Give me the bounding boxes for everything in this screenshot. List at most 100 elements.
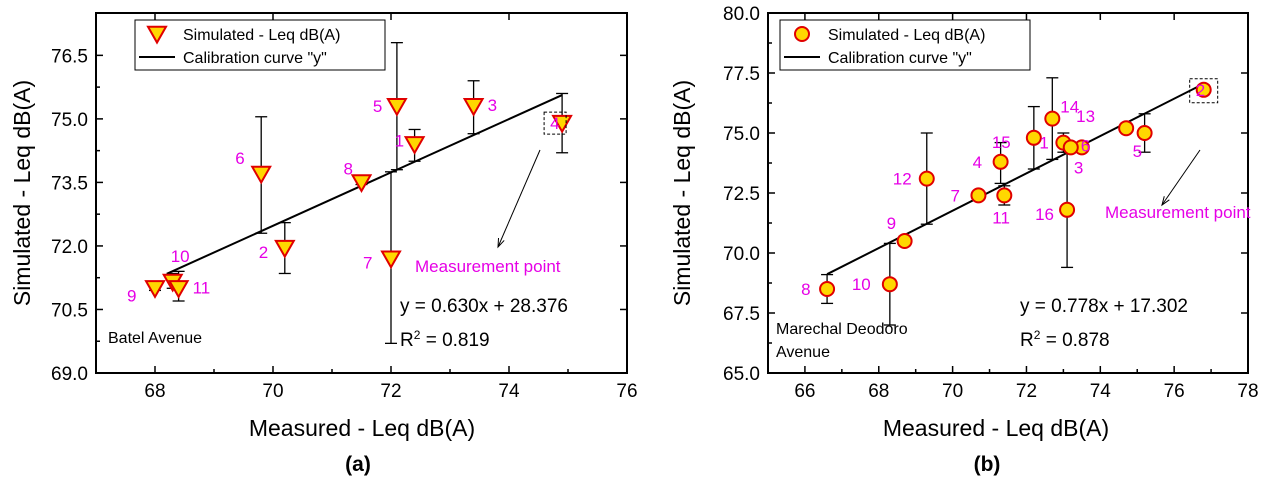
data-point-marker (896, 233, 913, 249)
y-tick-label: 70.5 (51, 300, 88, 321)
y-tick-label: 80.0 (723, 4, 760, 25)
x-axis-title: Measured - Leq dB(A) (249, 415, 475, 441)
data-point-label: 10 (852, 275, 871, 294)
data-point-label: 6 (1081, 136, 1090, 155)
data-point-marker (144, 280, 166, 299)
data-point-marker (462, 97, 485, 117)
x-tick-label: 78 (1237, 381, 1258, 402)
r-squared: R2 = 0.878 (1020, 328, 1110, 351)
data-point-marker (1136, 125, 1153, 141)
y-tick-label: 75.0 (723, 124, 760, 145)
x-tick-label: 68 (868, 381, 889, 402)
annotation-arrow-head (497, 237, 505, 249)
chart-panel-a: 68 70 72 74 7669.070.572.073.575.076.5Measur… (9, 12, 638, 476)
data-point-marker (918, 170, 935, 187)
legend-fit-label: Calibration curve "y" (828, 50, 972, 67)
measurement-point-annotation: Measurement point (1105, 203, 1251, 222)
data-point-marker (992, 153, 1009, 170)
data-point-label: 4 (973, 153, 982, 172)
x-tick-label: 76 (1164, 381, 1185, 402)
data-point-label: 9 (887, 214, 896, 233)
data-point-label: 8 (344, 159, 353, 178)
data-point-label: 11 (193, 278, 211, 297)
x-axis-title: Measured - Leq dB(A) (883, 415, 1109, 441)
data-point-marker (1059, 201, 1076, 218)
data-point-label: 7 (950, 186, 959, 205)
data-point-label: 2 (1196, 81, 1205, 100)
data-point-marker (250, 165, 272, 185)
annotation-arrow-head (1161, 196, 1170, 207)
panel-label: (b) (974, 453, 1001, 476)
y-tick-label: 70.0 (723, 244, 760, 265)
data-point-marker (380, 250, 402, 270)
x-tick-label: 66 (794, 381, 815, 402)
y-axis-title: Simulated - Leq dB(A) (9, 80, 35, 306)
data-point-label: 3 (1074, 158, 1083, 177)
location-label: Avenue (776, 344, 830, 361)
y-tick-label: 72.5 (723, 184, 760, 205)
y-tick-label: 72.0 (51, 237, 88, 258)
legend-fit-label: Calibration curve "y" (183, 50, 327, 67)
data-point-label: 11 (992, 208, 1010, 227)
panel-label: (a) (345, 453, 371, 476)
legend-box (779, 19, 1031, 71)
data-point-label: 5 (1133, 142, 1142, 161)
measurement-point-annotation: Measurement point (415, 257, 561, 276)
data-point-label: 12 (893, 170, 912, 189)
legend-box (134, 19, 386, 71)
data-point-label: 8 (801, 280, 810, 299)
x-tick-label: 68 (144, 381, 165, 402)
y-tick-label: 73.5 (51, 173, 88, 194)
x-tick-label: 72 (1016, 381, 1037, 402)
data-point-marker (167, 280, 190, 299)
data-point-marker (996, 187, 1013, 204)
y-tick-label: 69.0 (51, 364, 88, 385)
data-point-label: 15 (992, 133, 1011, 152)
data-point-marker (970, 187, 987, 204)
x-tick-label: 70 (262, 381, 283, 402)
data-point-marker (403, 136, 426, 155)
legend-series-label: Simulated - Leq dB(A) (828, 27, 985, 44)
data-point-label: 2 (259, 243, 268, 262)
data-point-marker (1062, 139, 1079, 156)
y-tick-label: 76.5 (51, 46, 88, 67)
x-tick-label: 70 (942, 381, 963, 402)
measurement-point-box (543, 111, 567, 135)
data-point-marker (819, 281, 836, 297)
data-point-label: 9 (127, 286, 136, 305)
data-point-label: 16 (1035, 205, 1054, 224)
x-tick-label: 74 (1090, 381, 1112, 402)
calibration-line (826, 82, 1205, 276)
data-point-label: 1 (395, 131, 404, 150)
data-point-label: 3 (488, 96, 497, 115)
data-point-marker (1044, 110, 1061, 127)
x-tick-label: 76 (616, 381, 637, 402)
x-tick-label: 74 (498, 381, 520, 402)
data-point-label: 4 (550, 114, 559, 133)
legend-marker (794, 26, 810, 42)
data-point-marker (274, 239, 296, 259)
y-tick-label: 67.5 (723, 304, 760, 325)
fit-equation: y = 0.778x + 17.302 (1020, 296, 1188, 317)
annotation-arrow-line (497, 149, 541, 248)
data-point-marker (881, 276, 898, 293)
data-point-label: 6 (235, 149, 244, 168)
data-point-label: 1 (1039, 134, 1048, 153)
data-point-marker (1118, 120, 1135, 137)
plot-frame (95, 12, 628, 374)
annotation-arrow-line (1161, 149, 1201, 206)
y-tick-label: 75.0 (51, 110, 88, 131)
data-point-label: 13 (1076, 107, 1095, 126)
data-point-marker (350, 174, 373, 193)
chart-panel-b: 66 68 70 72 74 76 7865.067.570.072.575.077.580… (669, 4, 1259, 476)
data-point-label: 7 (363, 254, 372, 273)
legend-marker (146, 25, 168, 45)
data-point-marker (1195, 81, 1212, 98)
data-point-label: 10 (171, 247, 190, 266)
data-point-marker (551, 114, 573, 134)
fit-equation: y = 0.630x + 28.376 (400, 296, 568, 317)
y-axis-title: Simulated - Leq dB(A) (669, 80, 695, 306)
measurement-point-box (1189, 78, 1219, 104)
location-label: Marechal Deodoro (776, 321, 908, 338)
